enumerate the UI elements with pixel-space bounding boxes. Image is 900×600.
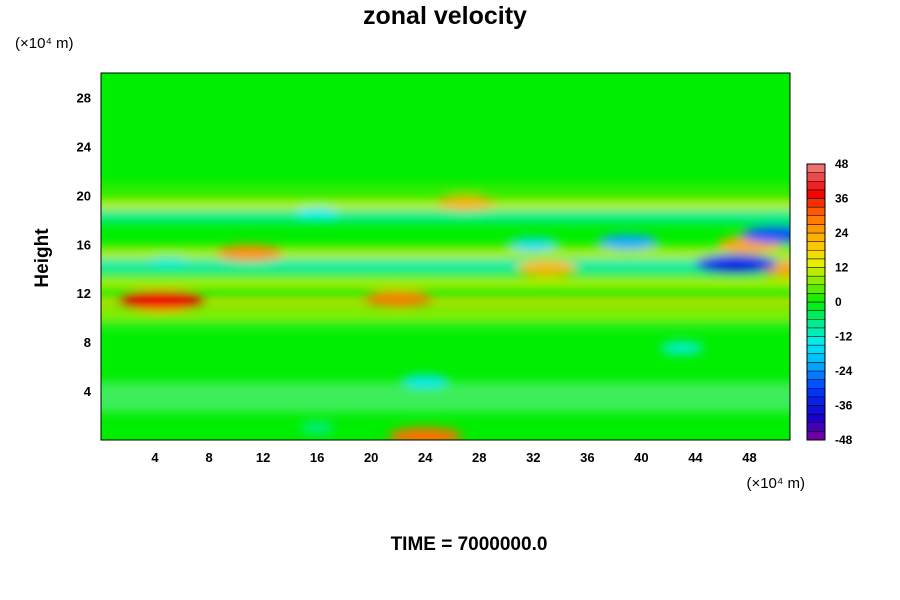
heatmap-feature	[508, 237, 558, 251]
colorbar-cell	[806, 344, 826, 354]
colorbar-cell	[806, 422, 826, 432]
x-tick-label: 8	[205, 450, 212, 465]
colorbar-cell	[806, 241, 826, 251]
x-axis-unit: (×10⁴ m)	[746, 475, 805, 492]
x-tick-label: 12	[256, 450, 270, 465]
colorbar-tick-label: 24	[835, 226, 849, 240]
colorbar-cell	[806, 319, 826, 329]
colorbar-tick-label: 12	[835, 261, 849, 275]
colorbar-tick-label: 36	[835, 192, 849, 206]
colorbar-cell	[806, 206, 826, 216]
y-axis-ticks: 4 8 12 16 20 24 28	[77, 90, 92, 399]
colorbar-cell	[806, 301, 826, 311]
colorbar-cell	[806, 362, 826, 372]
x-tick-label: 44	[688, 450, 703, 465]
heatmap-feature	[294, 207, 340, 220]
heatmap-feature	[299, 422, 335, 434]
x-tick-label: 20	[364, 450, 378, 465]
colorbar-cell	[806, 275, 826, 285]
plot-frame	[100, 72, 791, 441]
x-tick-label: 24	[418, 450, 433, 465]
colorbar-cell	[806, 405, 826, 415]
y-tick-label: 20	[77, 188, 91, 203]
heatmap-feature	[695, 254, 777, 274]
colorbar-cell	[806, 310, 826, 320]
colorbar-cell	[806, 189, 826, 199]
heatmap-feature	[147, 256, 190, 269]
colorbar-tick-label: -24	[835, 364, 853, 378]
heatmap-feature	[598, 234, 658, 250]
colorbar-cell	[806, 250, 826, 260]
colorbar-tick-label: 48	[835, 157, 849, 171]
y-tick-label: 12	[77, 286, 91, 301]
colorbar-cell	[806, 224, 826, 234]
x-tick-label: 40	[634, 450, 648, 465]
colorbar-cell	[806, 163, 826, 173]
y-tick-label: 24	[77, 139, 92, 154]
time-label: TIME = 7000000.0	[391, 534, 548, 555]
colorbar-cell	[806, 284, 826, 294]
colorbar-cell	[806, 431, 826, 441]
heatmap-feature	[517, 261, 577, 277]
colorbar-tick-label: -48	[835, 433, 853, 447]
heatmap-feature	[388, 427, 463, 440]
colorbar-frame	[806, 163, 826, 441]
heatmap-feature	[741, 226, 790, 243]
colorbar-cell	[806, 396, 826, 406]
y-axis-unit: (×10⁴ m)	[15, 35, 74, 52]
colorbar-tick-label: -36	[835, 399, 853, 413]
colorbar-cell	[806, 215, 826, 225]
x-axis-ticks: 4 8 12 16 20 24 28 32 36 40 44 48	[151, 450, 756, 465]
heatmap-feature	[401, 374, 449, 388]
x-tick-label: 4	[151, 450, 159, 465]
plot-area	[100, 72, 791, 441]
colorbar-cell	[806, 267, 826, 277]
colorbar-cell	[806, 370, 826, 380]
colorbar: 48 36 24 12 0 -12 -24 -36 -48	[806, 157, 853, 447]
x-tick-label: 16	[310, 450, 324, 465]
heatmap-feature	[363, 290, 434, 308]
colorbar-cell	[806, 181, 826, 191]
heatmap-feature	[660, 342, 704, 355]
heatmap-feature	[216, 244, 284, 261]
colorbar-tick-label: 0	[835, 295, 842, 309]
colorbar-cell	[806, 293, 826, 303]
colorbar-cell	[806, 379, 826, 389]
colorbar-cell	[806, 388, 826, 398]
y-tick-label: 8	[84, 335, 91, 350]
chart-title: zonal velocity	[363, 2, 527, 30]
y-tick-label: 4	[84, 384, 92, 399]
colorbar-tick-label: -12	[835, 330, 853, 344]
heatmap-feature	[117, 290, 206, 311]
colorbar-cell	[806, 353, 826, 363]
colorbar-cell	[806, 232, 826, 242]
colorbar-cell	[806, 258, 826, 268]
x-tick-label: 28	[472, 450, 486, 465]
colorbar-cell	[806, 413, 826, 423]
y-tick-label: 28	[77, 90, 91, 105]
colorbar-cell	[806, 198, 826, 208]
colorbar-cell	[806, 172, 826, 182]
heatmap-field	[101, 184, 790, 440]
x-tick-label: 36	[580, 450, 594, 465]
heatmap-feature	[435, 195, 496, 211]
x-tick-label: 32	[526, 450, 540, 465]
y-tick-label: 16	[77, 237, 91, 252]
colorbar-cell	[806, 327, 826, 337]
y-axis-label: Height	[32, 228, 53, 288]
x-tick-label: 48	[742, 450, 756, 465]
colorbar-cell	[806, 336, 826, 346]
